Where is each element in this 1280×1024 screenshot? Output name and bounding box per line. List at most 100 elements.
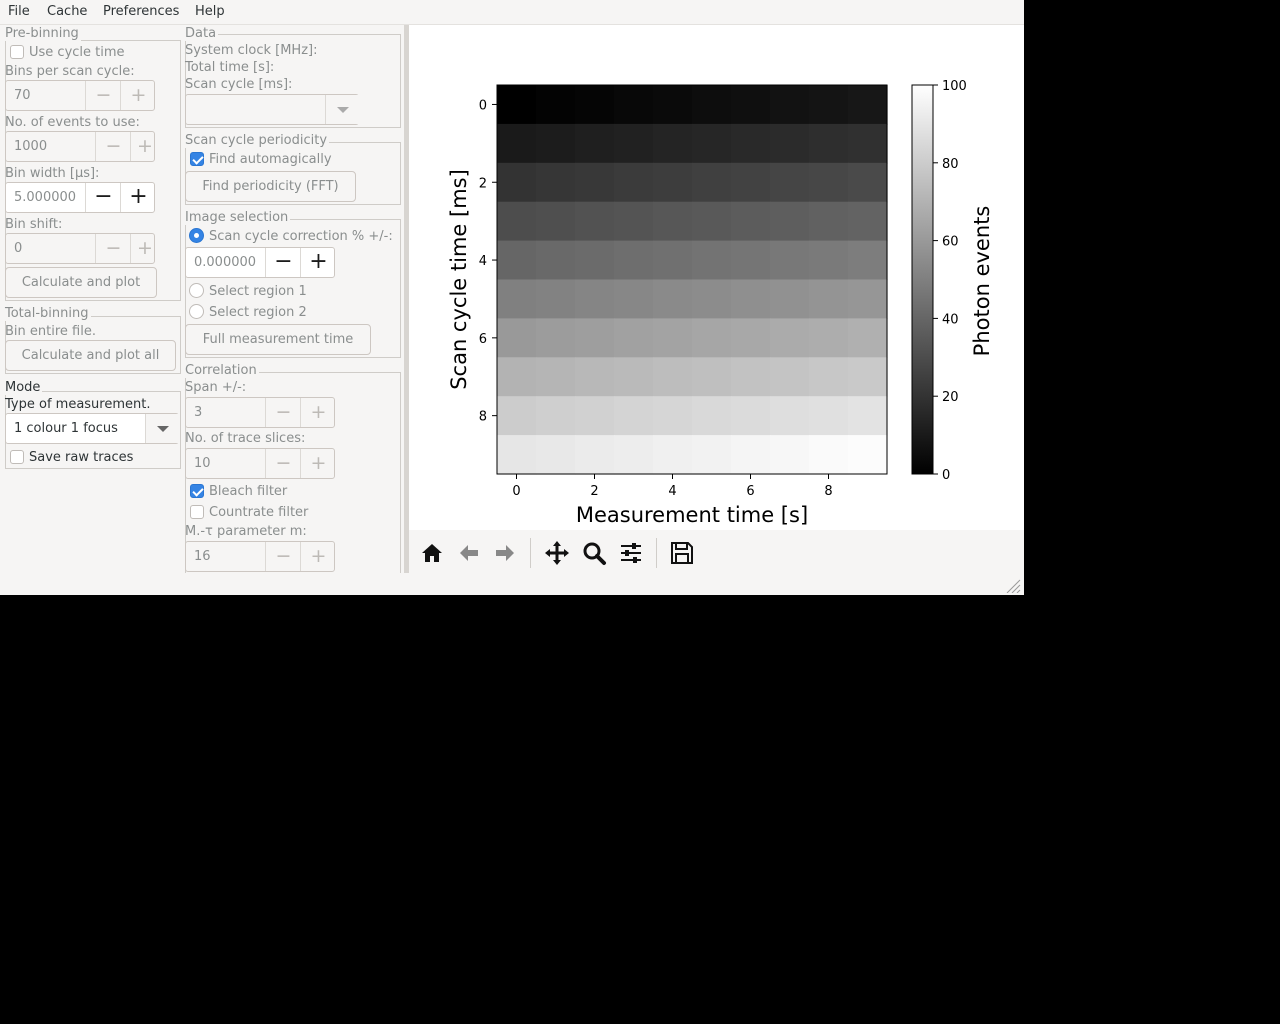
bin-width-label: Bin width [µs]: bbox=[5, 166, 100, 181]
save-icon[interactable] bbox=[669, 540, 695, 566]
select-region-2-radio[interactable] bbox=[189, 304, 204, 319]
span-decrement-button[interactable]: − bbox=[265, 398, 301, 427]
resize-grip-icon[interactable] bbox=[1001, 575, 1021, 593]
find-automagically-label: Find automagically bbox=[209, 152, 332, 167]
heatmap-cell bbox=[848, 279, 888, 319]
bins-per-scan-spinbox[interactable]: 70 − + bbox=[5, 80, 155, 111]
find-automagically-checkbox[interactable] bbox=[190, 152, 204, 166]
heatmap-cell bbox=[809, 279, 849, 319]
totalbinning-title: Total-binning bbox=[5, 306, 91, 321]
panel-splitter[interactable] bbox=[404, 25, 409, 573]
correction-decrement-button[interactable]: − bbox=[265, 248, 301, 277]
y-axis-label: Scan cycle time [ms] bbox=[447, 169, 471, 390]
slices-increment-button[interactable]: + bbox=[300, 449, 336, 478]
calculate-and-plot-all-button[interactable]: Calculate and plot all bbox=[5, 340, 176, 371]
heatmap-cell bbox=[848, 357, 888, 397]
heatmap-cell bbox=[497, 162, 537, 203]
bins-per-scan-value: 70 bbox=[14, 88, 31, 103]
plus-icon: + bbox=[137, 237, 153, 259]
span-spinbox[interactable]: 3 − + bbox=[185, 397, 335, 428]
minus-icon: − bbox=[105, 135, 122, 157]
events-decrement-button[interactable]: − bbox=[95, 132, 131, 161]
correction-increment-button[interactable]: + bbox=[300, 248, 336, 277]
data-frame bbox=[185, 34, 401, 128]
calculate-and-plot-button[interactable]: Calculate and plot bbox=[5, 267, 157, 298]
heatmap-cell bbox=[770, 123, 810, 164]
plus-icon: + bbox=[129, 184, 148, 209]
heatmap-cell bbox=[614, 240, 654, 281]
scan-cycle-correction-spinbox[interactable]: 0.000000 − + bbox=[185, 247, 335, 278]
image-selection-title: Image selection bbox=[185, 210, 291, 225]
correlation-title: Correlation bbox=[185, 363, 259, 378]
y-tick-label: 8 bbox=[479, 410, 487, 425]
colorbar-tick-label: 80 bbox=[942, 157, 959, 172]
bin-shift-decrement-button[interactable]: − bbox=[95, 234, 131, 263]
save-raw-traces-checkbox[interactable] bbox=[10, 450, 24, 464]
trace-slices-spinbox[interactable]: 10 − + bbox=[185, 448, 335, 479]
plot-canvas[interactable]: 0 2 4 6 8 0 2 4 6 8 0 20 40 60 80 100 Measurement tim… bbox=[409, 25, 1024, 530]
pan-icon[interactable] bbox=[544, 540, 570, 566]
bin-shift-increment-button[interactable]: + bbox=[130, 234, 155, 263]
mtau-decrement-button[interactable]: − bbox=[265, 542, 301, 571]
scan-cycle-combo[interactable] bbox=[185, 94, 359, 125]
menu-preferences[interactable]: Preferences bbox=[103, 4, 180, 19]
application-window: File Cache Preferences Help Pre-binning … bbox=[0, 0, 1024, 595]
events-increment-button[interactable]: + bbox=[130, 132, 155, 161]
chevron-down-icon[interactable] bbox=[325, 95, 359, 124]
heatmap-cell bbox=[653, 201, 693, 242]
plus-icon: + bbox=[137, 135, 153, 157]
menu-file[interactable]: File bbox=[8, 4, 30, 19]
heatmap-cell bbox=[653, 240, 693, 281]
y-axis-ticks: 0 2 4 6 8 bbox=[479, 98, 497, 425]
use-cycle-time-checkbox[interactable] bbox=[10, 45, 24, 59]
bleach-filter-checkbox[interactable] bbox=[190, 484, 204, 498]
select-region-1-label: Select region 1 bbox=[209, 284, 307, 299]
select-region-1-radio[interactable] bbox=[189, 283, 204, 298]
heatmap-cell bbox=[536, 279, 576, 319]
colorbar-tick-label: 60 bbox=[942, 235, 959, 250]
back-arrow-icon[interactable] bbox=[456, 540, 482, 566]
plus-icon: + bbox=[310, 452, 327, 474]
plus-icon: + bbox=[130, 84, 147, 106]
home-icon[interactable] bbox=[419, 540, 445, 566]
bin-width-decrement-button[interactable]: − bbox=[85, 183, 121, 212]
configure-subplots-icon[interactable] bbox=[618, 540, 644, 566]
heatmap-cell bbox=[848, 318, 888, 358]
countrate-filter-checkbox[interactable] bbox=[190, 505, 204, 519]
heatmap-cell bbox=[731, 162, 771, 203]
colorbar-tick-label: 40 bbox=[942, 312, 959, 327]
measurement-type-combo[interactable]: 1 colour 1 focus bbox=[5, 413, 179, 444]
heatmap-cell bbox=[497, 435, 537, 475]
zoom-icon[interactable] bbox=[581, 540, 607, 566]
bins-increment-button[interactable]: + bbox=[120, 81, 156, 110]
heatmap-cell bbox=[653, 279, 693, 319]
bin-shift-spinbox[interactable]: 0 − + bbox=[5, 233, 155, 264]
colorbar-tick-label: 0 bbox=[942, 468, 950, 483]
heatmap-cell bbox=[848, 396, 888, 436]
events-spinbox[interactable]: 1000 − + bbox=[5, 131, 155, 162]
measurement-type-label: Type of measurement. bbox=[5, 397, 151, 412]
heatmap-cell bbox=[770, 318, 810, 358]
mtau-increment-button[interactable]: + bbox=[300, 542, 336, 571]
scan-cycle-correction-radio[interactable] bbox=[189, 228, 204, 243]
bins-decrement-button[interactable]: − bbox=[85, 81, 121, 110]
find-periodicity-button[interactable]: Find periodicity (FFT) bbox=[185, 171, 356, 202]
menu-help[interactable]: Help bbox=[195, 4, 225, 19]
heatmap-cell bbox=[770, 396, 810, 436]
menu-cache[interactable]: Cache bbox=[47, 4, 88, 19]
bin-width-increment-button[interactable]: + bbox=[120, 183, 156, 212]
chevron-down-icon[interactable] bbox=[145, 414, 179, 443]
mtau-spinbox[interactable]: 16 − + bbox=[185, 541, 335, 572]
heatmap-cell bbox=[536, 357, 576, 397]
heatmap-cell bbox=[536, 318, 576, 358]
heatmap-cells bbox=[497, 85, 888, 475]
bin-width-spinbox[interactable]: 5.000000 − + bbox=[5, 182, 155, 213]
slices-decrement-button[interactable]: − bbox=[265, 449, 301, 478]
full-measurement-time-button[interactable]: Full measurement time bbox=[185, 324, 371, 355]
minus-icon: − bbox=[275, 401, 292, 423]
span-increment-button[interactable]: + bbox=[300, 398, 336, 427]
minus-icon: − bbox=[94, 184, 113, 209]
minus-icon: − bbox=[95, 84, 112, 106]
x-tick-label: 0 bbox=[512, 484, 520, 499]
forward-arrow-icon[interactable] bbox=[492, 540, 518, 566]
